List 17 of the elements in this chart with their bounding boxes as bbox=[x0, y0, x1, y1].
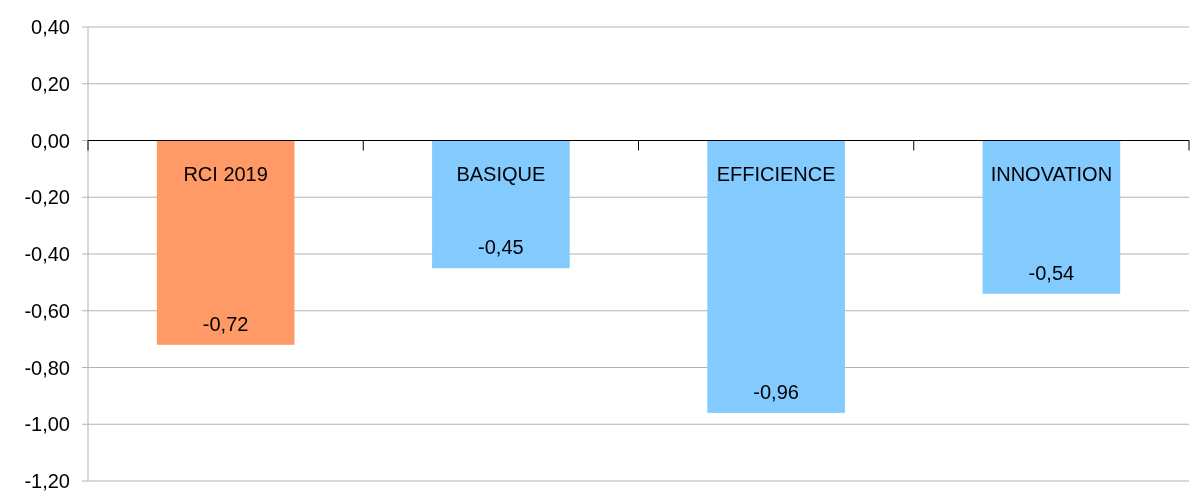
x-tick-label: RCI 2019 bbox=[183, 162, 268, 185]
y-tick-label: 0,40 bbox=[31, 16, 70, 38]
x-tick-label: INNOVATION bbox=[990, 162, 1113, 185]
data-label: -0,96 bbox=[753, 380, 799, 403]
data-label: -0,54 bbox=[1028, 261, 1075, 284]
y-tick-label: -0,40 bbox=[24, 243, 70, 265]
x-tick-label: BASIQUE bbox=[456, 162, 546, 185]
y-tick-label: -1,20 bbox=[24, 470, 70, 492]
y-tick-label: -1,00 bbox=[24, 413, 70, 436]
y-tick-label: 0,00 bbox=[31, 129, 70, 152]
data-label: -0,72 bbox=[202, 312, 249, 335]
y-tick-label: -0,80 bbox=[24, 356, 70, 379]
y-tick-label: 0,20 bbox=[31, 72, 70, 95]
y-tick-label: -0,20 bbox=[24, 186, 70, 209]
x-tick-label: EFFICIENCE bbox=[716, 162, 836, 185]
y-tick-label: -0,60 bbox=[24, 299, 70, 322]
data-label: -0,45 bbox=[478, 236, 524, 259]
